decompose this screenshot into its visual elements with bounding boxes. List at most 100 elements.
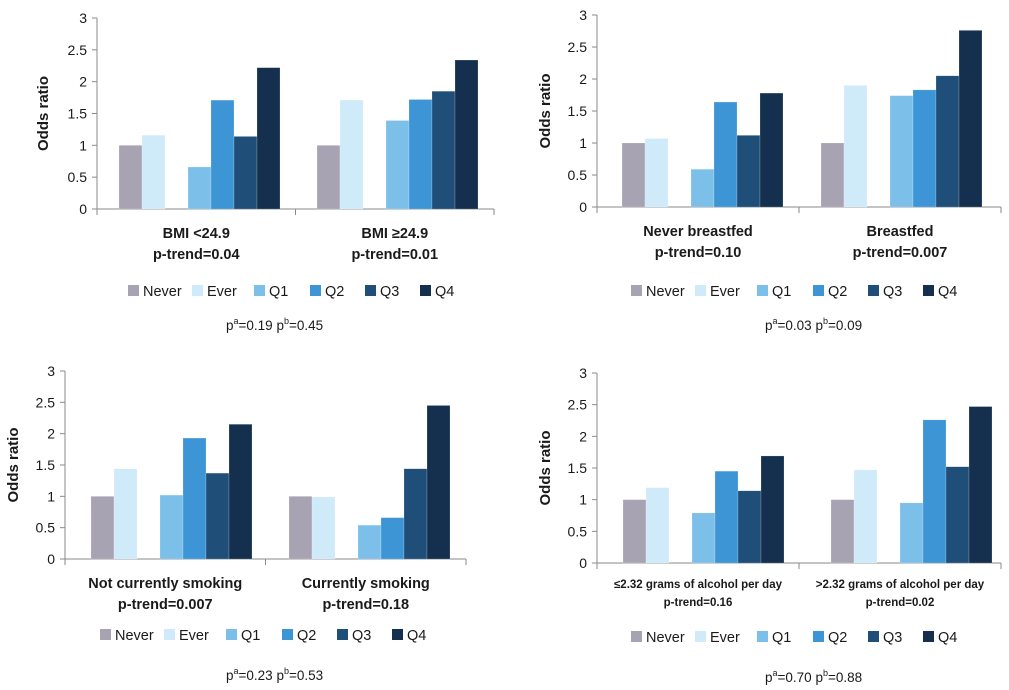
y-tick-label: 1 — [579, 135, 587, 151]
bar-q3-group-1 — [737, 490, 762, 564]
legend-swatch-q2 — [282, 629, 293, 640]
legend-label-never: Never — [646, 630, 685, 646]
chart-panel-1: 0 0.5 1 1.5 2 2.5 3 Odds ratio BMI <24.9 p-trend=… — [35, 10, 495, 333]
legend-swatch-q1 — [757, 631, 768, 642]
p-values: pa=0.03 pb=0.09 — [765, 316, 862, 333]
y-tick-label: 3 — [47, 363, 55, 379]
bar-q2-group-2 — [922, 419, 947, 564]
p-trend-label: p-trend=0.16 — [664, 597, 733, 609]
legend-label-q1: Q1 — [772, 284, 791, 300]
y-tick-label: 1 — [79, 137, 87, 153]
legend-swatch-q1 — [226, 629, 237, 640]
bar-ever-group-1 — [645, 487, 670, 564]
group-label: BMI ≥24.9 — [361, 226, 428, 242]
y-tick-label: 0.5 — [36, 520, 56, 536]
legend-label-q1: Q1 — [269, 284, 288, 300]
bar-q1-group-1 — [690, 168, 715, 208]
y-tick-label: 2 — [579, 428, 587, 444]
y-tick-label: 2 — [47, 426, 55, 442]
bar-never-group-2 — [830, 499, 855, 564]
bar-q2-group-2 — [912, 89, 937, 208]
y-tick-label: 0.5 — [568, 523, 588, 539]
y-tick-label: 2.5 — [568, 397, 588, 413]
legend-swatch-never — [100, 629, 111, 640]
y-tick-label: 0.5 — [68, 169, 88, 185]
legend-label-q2: Q2 — [828, 630, 847, 646]
legend-label-q3: Q3 — [883, 284, 902, 300]
legend-swatch-q3 — [337, 629, 348, 640]
p-values: pa=0.19 pb=0.45 — [226, 316, 323, 333]
group-label: Breastfed — [867, 224, 934, 240]
bar-never-group-1 — [90, 496, 115, 560]
legend-swatch-q4 — [392, 629, 403, 640]
group-label: ≤2.32 grams of alcohol per day — [614, 579, 783, 591]
p-trend-label: p-trend=0.02 — [866, 597, 935, 609]
bar-ever-group-1 — [113, 468, 138, 560]
bar-never-group-2 — [288, 496, 313, 560]
legend-swatch-q4 — [923, 285, 934, 296]
legend-swatch-ever — [164, 629, 175, 640]
bar-ever-group-2 — [339, 99, 364, 210]
bar-q2-group-2 — [408, 99, 433, 210]
y-tick-label: 1.5 — [68, 106, 88, 122]
bar-q3-group-1 — [233, 136, 258, 210]
legend-label-q4: Q4 — [407, 628, 426, 644]
p-trend-label: p-trend=0.007 — [118, 597, 213, 613]
y-tick-label: 0 — [47, 551, 55, 567]
y-tick-label: 2.5 — [568, 39, 588, 55]
legend-label-ever: Ever — [207, 284, 237, 300]
bar-q4-group-2 — [968, 406, 993, 564]
legend-swatch-q4 — [923, 631, 934, 642]
y-tick-label: 0.5 — [568, 167, 588, 183]
y-tick-label: 2 — [79, 74, 87, 90]
bar-q2-group-1 — [210, 99, 235, 210]
y-tick-label: 1 — [47, 488, 55, 504]
p-values: pa=0.70 pb=0.88 — [765, 668, 862, 685]
bar-q1-group-2 — [889, 95, 914, 208]
bar-q4-group-1 — [228, 424, 253, 560]
legend-swatch-ever — [192, 285, 203, 296]
y-tick-label: 1.5 — [568, 103, 588, 119]
group-label: Not currently smoking — [88, 576, 242, 592]
legend-label-q2: Q2 — [828, 284, 847, 300]
legend-swatch-never — [631, 285, 642, 296]
bar-never-group-1 — [118, 145, 143, 210]
legend-label-never: Never — [115, 628, 154, 644]
legend-swatch-q1 — [757, 285, 768, 296]
y-tick-label: 3 — [79, 10, 87, 26]
bar-q2-group-1 — [714, 470, 739, 564]
y-axis-title: Odds ratio — [5, 427, 22, 502]
legend-label-q3: Q3 — [352, 628, 371, 644]
legend-label-never: Never — [646, 284, 685, 300]
y-tick-label: 0 — [579, 199, 587, 215]
legend-swatch-q2 — [310, 285, 321, 296]
bar-q1-group-2 — [385, 120, 410, 210]
bar-never-group-1 — [622, 499, 647, 564]
legend-label-q1: Q1 — [772, 630, 791, 646]
legend-swatch-never — [631, 631, 642, 642]
y-tick-label: 3 — [579, 365, 587, 381]
legend-swatch-q4 — [420, 285, 431, 296]
y-tick-label: 1.5 — [568, 460, 588, 476]
legend-label-q4: Q4 — [435, 284, 454, 300]
bar-never-group-2 — [820, 142, 845, 208]
y-axis-title: Odds ratio — [537, 73, 554, 148]
bar-q2-group-1 — [713, 101, 738, 208]
legend-swatch-ever — [695, 631, 706, 642]
bar-ever-group-2 — [843, 85, 868, 208]
bar-q3-group-2 — [935, 75, 960, 208]
group-label: >2.32 grams of alcohol per day — [816, 579, 985, 591]
bar-never-group-1 — [621, 142, 646, 208]
p-trend-label: p-trend=0.18 — [322, 597, 409, 613]
bar-q4-group-1 — [760, 455, 785, 564]
p-trend-label: p-trend=0.10 — [655, 245, 742, 261]
bar-q1-group-2 — [899, 502, 924, 564]
y-tick-label: 2.5 — [36, 394, 56, 410]
bar-q3-group-2 — [945, 466, 970, 564]
legend-swatch-q2 — [813, 631, 824, 642]
bar-q3-group-1 — [736, 135, 761, 208]
legend-swatch-q1 — [254, 285, 265, 296]
y-tick-label: 1.5 — [36, 457, 56, 473]
bar-ever-group-2 — [311, 496, 336, 560]
